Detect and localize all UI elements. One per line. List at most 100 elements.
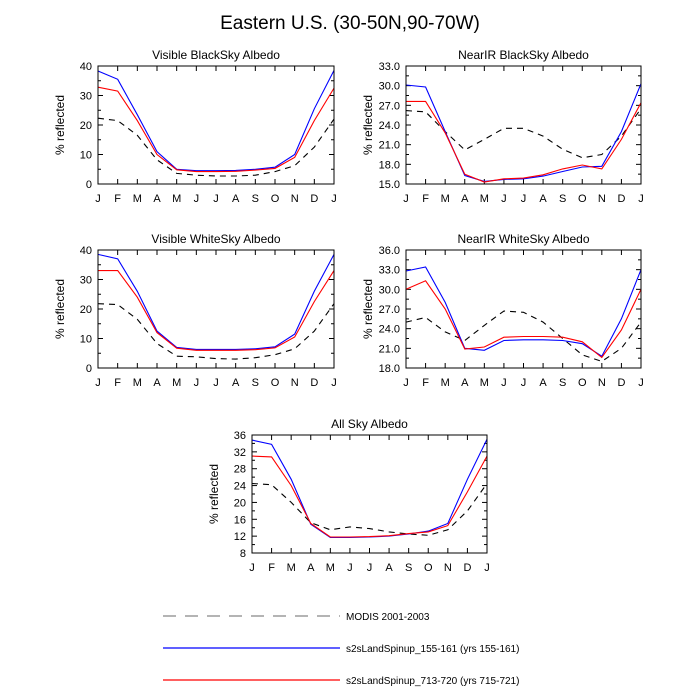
y-tick-label: 30 (80, 91, 92, 103)
y-tick-label: 15.0 (379, 179, 400, 191)
x-tick-label: J (367, 562, 373, 574)
y-tick-label: 10 (80, 334, 92, 346)
y-tick-label: 32 (234, 447, 246, 459)
y-tick-label: 30.0 (379, 81, 400, 93)
x-tick-label: J (521, 193, 527, 205)
chart-panel-4: NearIR WhiteSky Albedo % reflected 18.0 21.… (361, 232, 644, 389)
x-tick-label: F (114, 377, 121, 389)
x-tick-label: M (172, 193, 181, 205)
legend-label: s2sLandSpinup_713-720 (yrs 715-721) (346, 676, 519, 687)
series-line-3 (251, 455, 488, 538)
x-tick-label: A (153, 193, 161, 205)
series-line-1 (405, 310, 642, 363)
plot-frame (251, 434, 488, 554)
x-tick-label: J (194, 377, 200, 389)
figure-title: Eastern U.S. (30-50N,90-70W) (220, 13, 480, 34)
x-tick-label: J (347, 562, 353, 574)
series-line-2 (405, 266, 642, 357)
x-tick-label: J (403, 193, 409, 205)
y-tick-label: 21.0 (379, 343, 400, 355)
x-tick-label: M (287, 562, 296, 574)
x-tick-label: N (598, 193, 606, 205)
y-tick-label: 18.0 (379, 159, 400, 171)
y-tick-label: 20 (234, 497, 246, 509)
plot-frame (97, 249, 335, 369)
x-tick-label: O (424, 562, 433, 574)
y-tick-label: 0 (86, 179, 92, 191)
chart-panel-2: NearIR BlackSky Albedo % reflected 15.0 18.… (361, 48, 644, 205)
x-tick-label: M (326, 562, 335, 574)
y-tick-label: 20 (80, 120, 92, 132)
x-tick-label: D (463, 562, 471, 574)
x-tick-label: A (153, 377, 161, 389)
y-axis-label: % reflected (361, 279, 375, 339)
x-tick-label: N (444, 562, 452, 574)
series-line-1 (97, 303, 335, 360)
panel-title: NearIR BlackSky Albedo (458, 48, 589, 62)
y-tick-label: 24.0 (379, 120, 400, 132)
x-tick-label: D (617, 193, 625, 205)
x-tick-label: O (271, 377, 280, 389)
series-line-3 (406, 100, 642, 183)
x-tick-label: M (133, 377, 142, 389)
y-tick-label: 36.0 (379, 245, 400, 257)
x-tick-label: O (578, 377, 587, 389)
y-tick-label: 16 (234, 514, 246, 526)
y-tick-label: 12 (234, 531, 246, 543)
legend-item-1: MODIS 2001-2003 (163, 612, 430, 623)
series-line-2 (97, 70, 335, 172)
series-line-3 (97, 86, 335, 173)
x-tick-label: M (441, 377, 450, 389)
series-line-2 (405, 83, 642, 182)
x-tick-label: J (521, 377, 527, 389)
x-tick-label: A (232, 377, 240, 389)
x-tick-label: A (461, 193, 469, 205)
plot-frame (97, 65, 335, 185)
chart-panels: Visible BlackSky Albedo % reflected 0 10 20 3… (53, 48, 644, 574)
y-tick-label: 8 (240, 548, 246, 560)
x-tick-label: S (559, 193, 566, 205)
x-tick-label: A (385, 562, 393, 574)
x-tick-label: J (403, 377, 409, 389)
panel-title: All Sky Albedo (331, 417, 408, 431)
y-tick-label: 27.0 (379, 100, 400, 112)
x-tick-label: D (617, 377, 625, 389)
panel-title: Visible BlackSky Albedo (152, 48, 280, 62)
x-tick-label: M (172, 377, 181, 389)
y-tick-label: 21.0 (379, 140, 400, 152)
y-tick-label: 20 (80, 304, 92, 316)
y-tick-label: 30 (80, 275, 92, 287)
x-tick-label: J (249, 562, 255, 574)
plot-frame (405, 65, 642, 185)
x-tick-label: F (268, 562, 275, 574)
y-tick-label: 30.0 (379, 284, 400, 296)
y-tick-label: 33.0 (379, 61, 400, 73)
x-tick-label: J (95, 193, 101, 205)
x-tick-label: D (310, 377, 318, 389)
y-axis-label: % reflected (207, 464, 221, 524)
x-tick-label: J (95, 377, 101, 389)
y-tick-label: 40 (80, 61, 92, 73)
y-axis-label: % reflected (53, 279, 67, 339)
x-tick-label: S (559, 377, 566, 389)
y-tick-label: 27.0 (379, 304, 400, 316)
y-tick-label: 18.0 (379, 363, 400, 375)
chart-legend: MODIS 2001-2003 s2sLandSpinup_155-161 (yr… (163, 612, 519, 687)
x-tick-label: J (501, 377, 507, 389)
legend-item-3: s2sLandSpinup_713-720 (yrs 715-721) (163, 676, 519, 687)
y-tick-label: 24.0 (379, 324, 400, 336)
x-tick-label: A (539, 193, 547, 205)
y-tick-label: 28 (234, 464, 246, 476)
x-tick-label: J (501, 193, 507, 205)
y-axis-label: % reflected (361, 95, 375, 155)
x-tick-label: N (598, 377, 606, 389)
x-tick-label: M (133, 193, 142, 205)
x-tick-label: S (405, 562, 412, 574)
y-tick-label: 24 (234, 481, 246, 493)
x-tick-label: S (252, 377, 259, 389)
y-tick-label: 33.0 (379, 265, 400, 277)
x-tick-label: M (480, 193, 489, 205)
series-line-1 (405, 108, 642, 159)
x-tick-label: J (213, 377, 219, 389)
